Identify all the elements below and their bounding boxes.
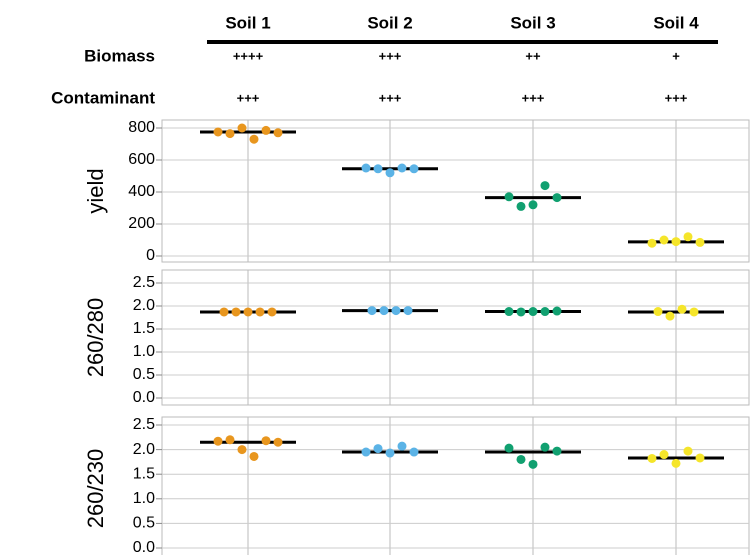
data-point	[273, 437, 283, 447]
row-value: +++	[665, 90, 688, 105]
data-point	[689, 307, 699, 317]
data-point	[671, 458, 681, 468]
panel-frame	[161, 416, 750, 555]
data-point	[659, 450, 669, 460]
data-point	[397, 441, 407, 451]
data-point	[683, 446, 693, 456]
panel-frame	[161, 269, 750, 406]
y-tick-label: 1.5	[133, 465, 155, 482]
column-header: Soil 4	[653, 13, 699, 32]
data-point	[540, 181, 550, 191]
data-point	[231, 307, 241, 317]
panel-frame	[161, 119, 750, 263]
data-point	[552, 193, 562, 203]
data-point	[665, 311, 675, 321]
data-point	[237, 123, 247, 133]
data-point	[516, 454, 526, 464]
data-point	[516, 201, 526, 211]
data-point	[504, 192, 514, 202]
data-point	[255, 307, 265, 317]
row-value: +	[672, 48, 680, 63]
data-point	[391, 306, 401, 316]
data-point	[225, 129, 235, 139]
data-point	[249, 451, 259, 461]
y-tick-label: 2.5	[133, 416, 155, 433]
data-point	[540, 442, 550, 452]
data-point	[225, 435, 235, 445]
row-value: ++	[525, 48, 541, 63]
data-point	[385, 168, 395, 178]
y-axis-label: 260/230	[83, 449, 108, 529]
y-axis-label: yield	[83, 168, 108, 213]
row-value: +++	[379, 90, 402, 105]
row-label: Contaminant	[51, 88, 155, 107]
y-tick-label: 800	[128, 119, 155, 136]
y-tick-label: 600	[128, 151, 155, 168]
data-point	[671, 237, 681, 247]
data-point	[243, 307, 253, 317]
data-point	[403, 306, 413, 316]
data-point	[516, 307, 526, 317]
y-tick-label: 0	[146, 247, 155, 264]
y-tick-label: 0.0	[133, 539, 155, 555]
data-point	[237, 445, 247, 455]
y-tick-label: 2.5	[133, 274, 155, 291]
y-tick-label: 0.5	[133, 515, 155, 532]
data-point	[361, 447, 371, 457]
y-tick-label: 2.0	[133, 441, 155, 458]
data-point	[249, 134, 259, 144]
data-point	[261, 436, 271, 446]
data-point	[213, 127, 223, 137]
y-tick-label: 1.0	[133, 343, 155, 360]
data-point	[409, 164, 419, 174]
data-point	[409, 447, 419, 457]
data-point	[552, 306, 562, 316]
data-point	[397, 163, 407, 173]
data-point	[373, 164, 383, 174]
data-point	[273, 128, 283, 138]
data-point	[504, 307, 514, 317]
data-point	[540, 307, 550, 317]
data-point	[659, 235, 669, 245]
data-point	[267, 307, 277, 317]
data-point	[261, 125, 271, 135]
y-tick-label: 400	[128, 183, 155, 200]
column-header: Soil 1	[225, 13, 270, 32]
column-header: Soil 2	[367, 13, 412, 32]
data-point	[647, 238, 657, 248]
data-point	[528, 307, 538, 317]
data-point	[504, 443, 514, 453]
data-point	[695, 237, 705, 247]
data-point	[367, 306, 377, 316]
data-point	[213, 436, 223, 446]
data-point	[528, 459, 538, 469]
data-point	[385, 448, 395, 458]
row-value: ++++	[233, 48, 264, 63]
y-tick-label: 1.0	[133, 490, 155, 507]
row-label: Biomass	[84, 46, 155, 65]
data-point	[373, 444, 383, 454]
data-point	[528, 200, 538, 210]
data-point	[677, 304, 687, 314]
column-header: Soil 3	[510, 13, 555, 32]
row-value: +++	[379, 48, 402, 63]
data-point	[647, 453, 657, 463]
y-tick-label: 0.5	[133, 366, 155, 383]
data-point	[219, 307, 229, 317]
row-value: +++	[522, 90, 545, 105]
y-tick-label: 0.0	[133, 389, 155, 406]
y-tick-label: 200	[128, 215, 155, 232]
data-point	[361, 163, 371, 173]
row-value: +++	[237, 90, 260, 105]
data-point	[683, 232, 693, 242]
data-point	[653, 307, 663, 317]
y-tick-label: 1.5	[133, 320, 155, 337]
y-axis-label: 260/280	[83, 298, 108, 378]
data-point	[552, 446, 562, 456]
y-tick-label: 2.0	[133, 297, 155, 314]
data-point	[695, 453, 705, 463]
data-point	[379, 306, 389, 316]
